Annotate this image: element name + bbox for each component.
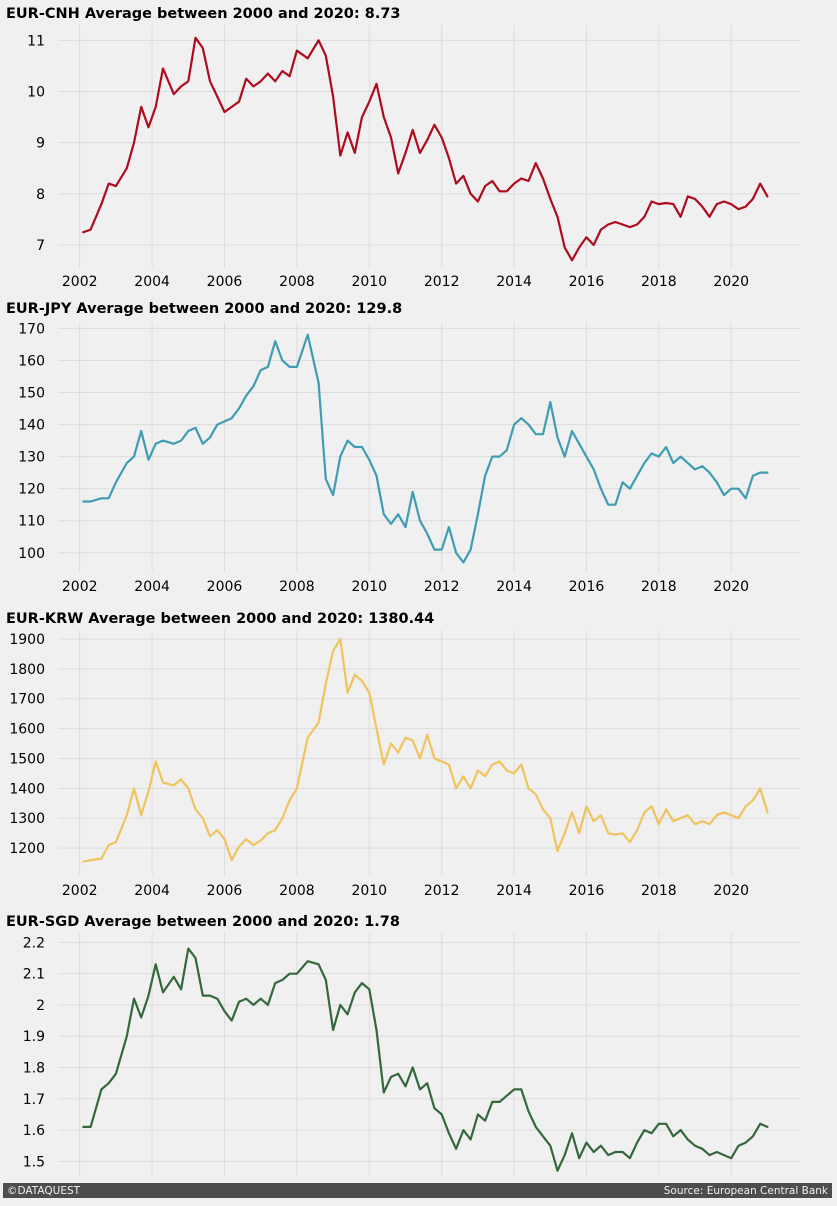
x-tick-label: 2014 [496, 274, 532, 290]
y-tick-label: 150 [18, 386, 45, 402]
x-tick-label: 2010 [351, 883, 387, 899]
y-tick-label: 2 [36, 998, 45, 1014]
y-tick-label: 160 [18, 353, 45, 369]
x-tick-label: 2004 [134, 274, 170, 290]
y-tick-label: 1.6 [23, 1123, 45, 1139]
x-tick-label: 2010 [351, 274, 387, 290]
x-tick-label: 2014 [496, 883, 532, 899]
footer-source: Source: European Central Bank [663, 1184, 828, 1197]
y-tick-label: 1.5 [23, 1154, 45, 1170]
x-tick-label: 2002 [62, 883, 98, 899]
x-tick-label: 2006 [207, 274, 243, 290]
x-tick-label: 2014 [496, 579, 532, 595]
y-tick-label: 1400 [9, 781, 45, 797]
y-tick-label: 1800 [9, 662, 45, 678]
y-tick-label: 170 [18, 321, 45, 337]
y-tick-label: 140 [18, 418, 45, 434]
x-tick-label: 2020 [713, 883, 749, 899]
y-tick-label: 2.1 [23, 967, 45, 983]
x-tick-label: 2004 [134, 883, 170, 899]
y-tick-label: 130 [18, 450, 45, 466]
series-line [82, 36, 769, 262]
x-tick-label: 2012 [424, 274, 460, 290]
y-tick-label: 1200 [9, 841, 45, 857]
x-tick-label: 2002 [62, 274, 98, 290]
y-tick-label: 100 [18, 546, 45, 562]
y-tick-label: 110 [18, 514, 45, 530]
series-line [82, 333, 769, 564]
y-tick-label: 8 [36, 187, 45, 203]
x-tick-label: 2016 [569, 274, 605, 290]
y-tick-label: 1.8 [23, 1061, 45, 1077]
chart-panel-2: EUR-JPY Average between 2000 and 2020: 1… [6, 301, 800, 595]
x-tick-label: 2016 [569, 883, 605, 899]
x-tick-label: 2002 [62, 579, 98, 595]
chart-panel-3: EUR-KRW Average between 2000 and 2020: 1… [6, 611, 800, 899]
y-tick-label: 1700 [9, 692, 45, 708]
x-tick-label: 2012 [424, 883, 460, 899]
x-tick-label: 2008 [279, 579, 315, 595]
chart-title: EUR-JPY Average between 2000 and 2020: 1… [6, 301, 402, 317]
x-tick-label: 2016 [569, 579, 605, 595]
y-tick-label: 1500 [9, 751, 45, 767]
chart-title: EUR-CNH Average between 2000 and 2020: 8… [6, 6, 401, 22]
chart-panel-1: EUR-CNH Average between 2000 and 2020: 8… [6, 6, 800, 290]
x-tick-label: 2006 [207, 883, 243, 899]
y-tick-label: 1600 [9, 722, 45, 738]
y-tick-label: 2.2 [23, 935, 45, 951]
y-tick-label: 7 [36, 238, 45, 254]
y-tick-label: 11 [27, 33, 45, 49]
y-tick-label: 1900 [9, 632, 45, 648]
x-tick-label: 2012 [424, 579, 460, 595]
chart-title: EUR-KRW Average between 2000 and 2020: 1… [6, 611, 434, 627]
x-tick-label: 2006 [207, 579, 243, 595]
y-tick-label: 1.7 [23, 1092, 45, 1108]
footer-credit: ©DATAQUEST [7, 1184, 81, 1197]
footer-bar: ©DATAQUEST Source: European Central Bank [3, 1183, 832, 1198]
x-tick-label: 2008 [279, 883, 315, 899]
x-tick-label: 2020 [713, 274, 749, 290]
chart-title: EUR-SGD Average between 2000 and 2020: 1… [6, 914, 400, 930]
x-tick-label: 2018 [641, 883, 677, 899]
x-tick-label: 2004 [134, 579, 170, 595]
x-tick-label: 2018 [641, 579, 677, 595]
x-tick-label: 2018 [641, 274, 677, 290]
x-tick-label: 2010 [351, 579, 387, 595]
y-tick-label: 120 [18, 482, 45, 498]
chart-panel-4: EUR-SGD Average between 2000 and 2020: 1… [6, 914, 800, 1177]
y-tick-label: 1.9 [23, 1029, 45, 1045]
series-line [82, 637, 769, 863]
y-tick-label: 1300 [9, 811, 45, 827]
x-tick-label: 2008 [279, 274, 315, 290]
y-tick-label: 10 [27, 85, 45, 101]
x-tick-label: 2020 [713, 579, 749, 595]
y-tick-label: 9 [36, 136, 45, 152]
series-line [82, 947, 769, 1172]
